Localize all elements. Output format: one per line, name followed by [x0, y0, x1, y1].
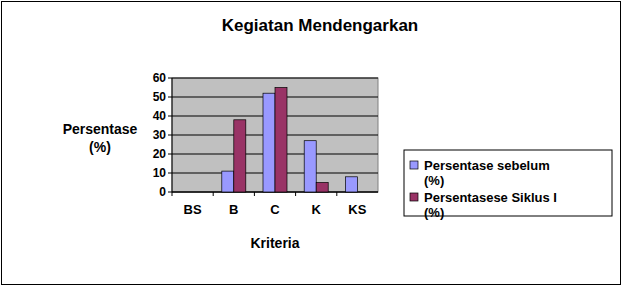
- category-label: B: [229, 202, 238, 217]
- bar: [263, 93, 275, 192]
- title: Kegiatan Mendengarkan: [222, 16, 419, 35]
- tick-mark: [168, 135, 172, 136]
- x-tick: [213, 192, 214, 196]
- tick-label: 50: [153, 90, 167, 104]
- legend-swatch: [410, 161, 418, 169]
- bar: [304, 141, 316, 192]
- grid-line: [172, 78, 378, 79]
- category-label: K: [312, 202, 322, 217]
- tick-label: 0: [159, 185, 166, 199]
- bar: [222, 171, 234, 192]
- category-label: BS: [184, 202, 202, 217]
- bar: [234, 120, 246, 192]
- tick-label: 60: [153, 71, 167, 85]
- legend-label-line: (%): [424, 173, 444, 188]
- bar: [345, 177, 357, 192]
- chart: Kegiatan Mendengarkan 0 10 20 30 40 50 60 BS B C K K…: [0, 0, 622, 286]
- category-label: C: [270, 202, 280, 217]
- tick-label: 20: [153, 147, 167, 161]
- legend-label: Persentasese Siklus I(%): [424, 190, 557, 220]
- tick-mark: [168, 192, 172, 193]
- tick-label: 30: [153, 128, 167, 142]
- legend-swatch: [410, 193, 418, 201]
- tick-mark: [168, 78, 172, 79]
- tick-mark: [168, 154, 172, 155]
- tick-mark: [168, 173, 172, 174]
- legend-label-line: Persentase sebelum: [424, 158, 550, 173]
- x-tick: [172, 192, 173, 196]
- plot-area: [172, 78, 378, 192]
- category-label: KS: [348, 202, 366, 217]
- y-axis-label-line: (%): [89, 139, 111, 155]
- bar: [357, 192, 369, 193]
- bar: [316, 183, 328, 193]
- legend-label-line: (%): [424, 205, 444, 220]
- x-tick: [254, 192, 255, 196]
- x-axis-label: Kriteria: [250, 235, 299, 251]
- x-tick: [295, 192, 296, 196]
- x-tick: [336, 192, 337, 196]
- tick-mark: [168, 116, 172, 117]
- tick-label: 40: [153, 109, 167, 123]
- tick-label: 10: [153, 166, 167, 180]
- y-axis-label: Persentase (%): [63, 121, 138, 155]
- y-axis-label-line: Persentase: [63, 121, 138, 137]
- bar: [275, 88, 287, 193]
- bar: [193, 192, 205, 193]
- legend-label-line: Persentasese Siklus I: [424, 190, 557, 205]
- tick-mark: [168, 97, 172, 98]
- legend-label: Persentase sebelum(%): [424, 158, 550, 188]
- bar: [181, 192, 193, 193]
- chart-border: [2, 2, 621, 285]
- y-axis: [172, 78, 173, 192]
